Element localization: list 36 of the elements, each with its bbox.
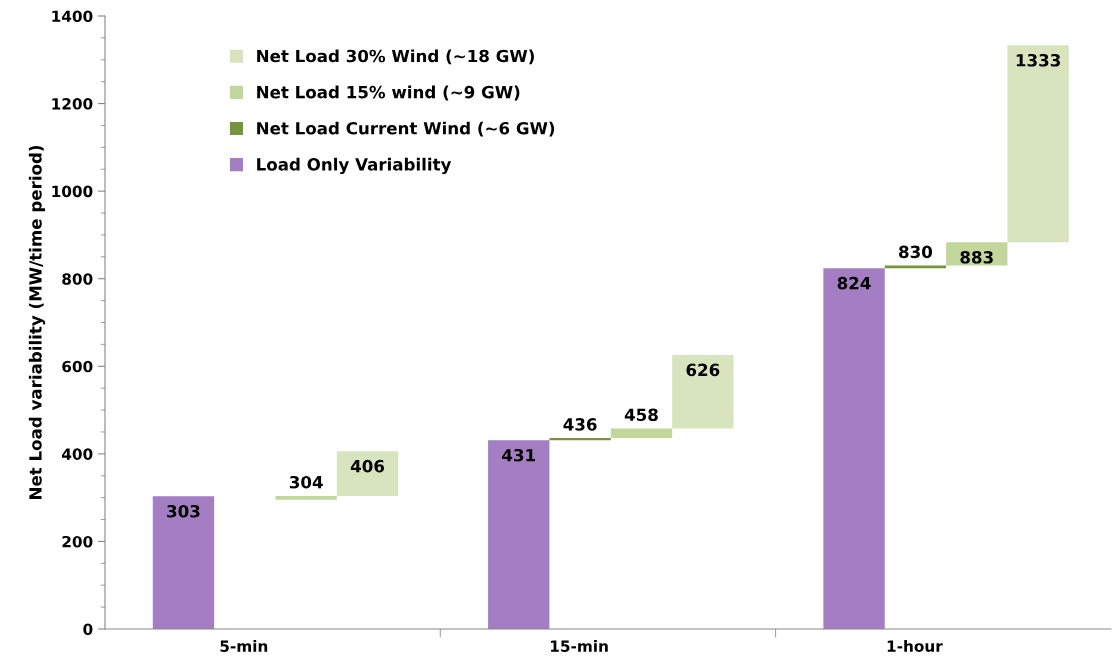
legend-label: Load Only Variability [257,157,452,175]
bar [336,451,399,496]
y-tick-label: 800 [62,273,93,285]
x-tick-label: 15-min [551,640,608,652]
data-label: 436 [563,418,597,431]
bar [488,440,550,629]
data-label: 304 [289,475,323,489]
data-label: 431 [502,448,535,462]
y-tick-label: 1200 [52,98,93,110]
bar [549,438,611,441]
legend-label: Net Load Current Wind (~6 GW) [257,121,555,137]
bar [672,354,734,429]
data-label: 406 [350,459,385,473]
data-label: 626 [686,363,720,377]
y-tick-label: 400 [61,448,93,460]
x-tick-label: 1-hour [887,640,943,652]
bar [610,428,673,439]
y-tick-label: 200 [62,535,93,548]
data-label: 458 [624,408,658,422]
y-tick-label: 1400 [52,10,93,23]
data-label: 830 [899,245,933,259]
data-label: 303 [167,504,200,518]
data-label: 1333 [1016,53,1060,67]
y-tick-label: 0 [83,623,93,636]
y-axis-title: Net Load variability (MW/time period) [28,145,46,499]
bar [823,268,885,629]
bar [152,496,215,629]
legend-label: Net Load 30% Wind (~18 GW) [257,49,534,65]
y-tick-label: 600 [62,360,93,373]
data-label: 824 [837,276,871,290]
legend-label: Net Load 15% wind (~9 GW) [257,85,520,101]
x-tick-label: 5-min [220,640,268,652]
bar [275,495,337,500]
bar [1007,45,1069,243]
data-label: 883 [960,251,993,264]
y-tick-label: 1000 [52,185,93,198]
